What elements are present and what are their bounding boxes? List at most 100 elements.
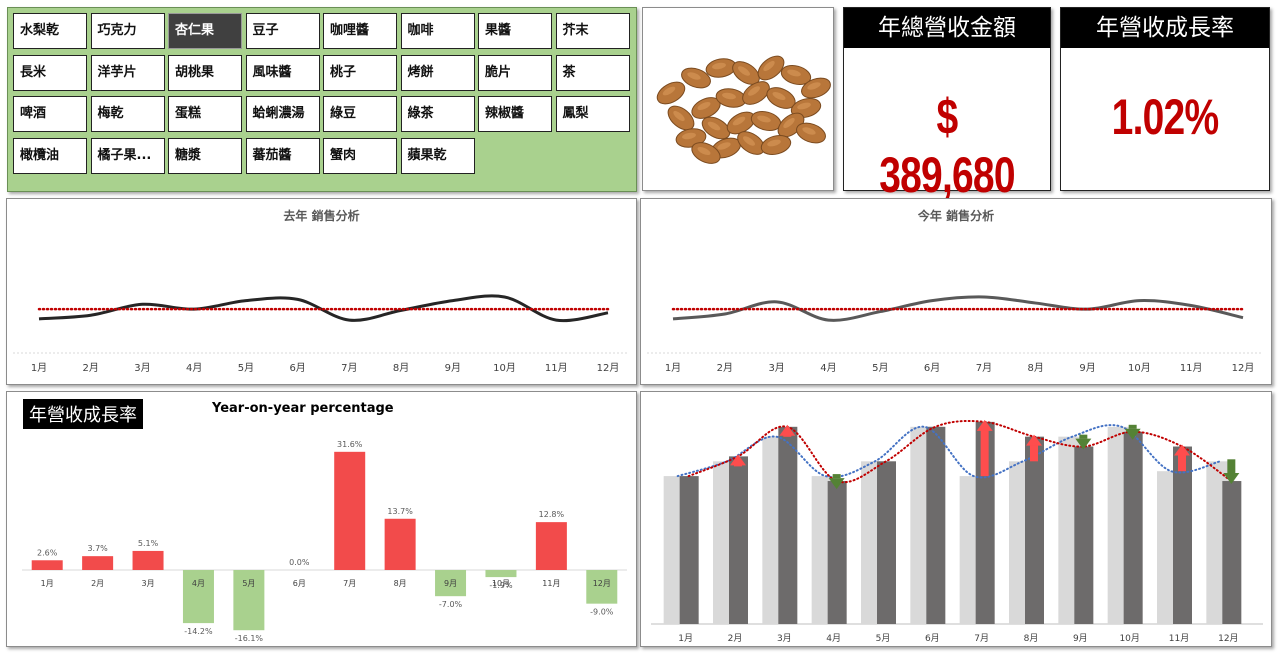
x-tick-label: 3月 <box>141 579 154 588</box>
x-tick-label: 12月 <box>1232 362 1255 374</box>
yoy-chart-canvas: 2.6% 1月 3.7% 2月 5.1% 3月 -14.2% 4月 -16.1% 5月 0.0% 6月… <box>22 440 627 643</box>
almond-highlight <box>783 117 795 129</box>
x-tick-label: 6月 <box>925 633 940 644</box>
slicer-item[interactable]: 蕃茄醬 <box>245 137 320 174</box>
slicer-item[interactable]: 辣椒醬 <box>478 96 552 132</box>
slicer-item[interactable]: 洋芋片 <box>90 54 165 91</box>
x-tick-label: 1月 <box>678 633 693 644</box>
this-year-bar <box>679 476 699 624</box>
slicer-item[interactable]: 蛋糕 <box>168 96 242 132</box>
yoy-bar <box>586 570 618 604</box>
this-year-bar <box>975 421 995 624</box>
almond-highlight <box>687 72 701 80</box>
x-tick-label: 8月 <box>394 579 407 588</box>
x-tick-label: 4月 <box>192 579 205 588</box>
slicer-item[interactable]: 蛤蜊濃湯 <box>245 96 320 132</box>
yoy-growth-chart: 年營收成長率 Year-on-year percentage 2.6% 1月 3.7… <box>6 391 637 647</box>
x-tick-label: 1月 <box>41 579 54 588</box>
almond-highlight <box>682 132 696 140</box>
increase-arrow-head-icon <box>779 424 796 436</box>
kpi-total-revenue-value: $ 389,680 <box>879 89 1015 203</box>
yoy-data-label: 3.7% <box>87 544 108 553</box>
decrease-arrow-head-icon <box>1223 473 1240 485</box>
almond-highlight <box>732 116 746 126</box>
x-tick-label: 8月 <box>1024 633 1039 644</box>
almond-highlight <box>662 86 676 96</box>
x-tick-label: 11月 <box>542 579 560 588</box>
slicer-item[interactable]: 桃子 <box>323 54 397 91</box>
slicer-item[interactable]: 長米 <box>13 54 87 91</box>
slicer-item[interactable]: 梅乾 <box>90 96 165 132</box>
x-tick-label: 10月 <box>1119 633 1139 644</box>
slicer-item[interactable]: 烤餅 <box>400 54 475 91</box>
x-tick-label: 8月 <box>393 362 409 374</box>
yoy-bar <box>435 570 467 597</box>
slicer-item[interactable]: 果醬 <box>478 13 552 49</box>
slicer-item[interactable]: 胡桃果 <box>168 54 242 91</box>
x-tick-label: 8月 <box>1028 362 1044 374</box>
slicer-item[interactable]: 杏仁果 <box>168 13 242 49</box>
slicer-item[interactable]: 風味醬 <box>245 54 320 91</box>
slicer-item[interactable]: 巧克力 <box>90 13 165 49</box>
slicer-item[interactable]: 綠茶 <box>400 96 475 132</box>
x-tick-label: 12月 <box>597 362 620 374</box>
slicer-item[interactable]: 橄欖油 <box>13 137 87 174</box>
x-tick-label: 7月 <box>974 633 989 644</box>
decrease-arrow-icon <box>1079 434 1088 439</box>
year-comparison-chart: 1月 2月 3月 4月 5月 6月 7月 8月 9月 10月 11月 12月 <box>640 391 1272 647</box>
almond-highlight <box>802 127 816 135</box>
increase-arrow-head-icon <box>976 419 993 431</box>
slicer-item[interactable]: 蟹肉 <box>323 137 397 174</box>
x-tick-label: 5月 <box>242 579 255 588</box>
increase-arrow-icon <box>1178 454 1186 472</box>
kpi-total-revenue-card: 年總營收金額 $ 389,680 <box>843 7 1051 203</box>
almond-highlight <box>797 102 811 110</box>
slicer-item[interactable]: 啤酒 <box>13 96 87 132</box>
yoy-bar <box>82 556 114 570</box>
slicer-item[interactable]: 咖哩醬 <box>323 13 397 49</box>
x-tick-label: 5月 <box>876 633 891 644</box>
slicer-item[interactable]: 茶 <box>555 54 630 91</box>
almond-highlight <box>763 60 775 72</box>
almond-highlight <box>787 69 801 77</box>
slicer-item[interactable]: 芥末 <box>555 13 630 49</box>
slicer-item[interactable]: 水梨乾 <box>13 13 87 49</box>
yoy-bar <box>384 518 416 570</box>
slicer-item[interactable]: 鳳梨 <box>555 96 630 132</box>
yoy-badge: 年營收成長率 <box>23 399 143 429</box>
x-tick-label: 2月 <box>717 362 733 374</box>
last-year-sales-chart: 去年 銷售分析 1月 2月 3月 4月 5月 6月 7月 8月 9月 10月 11月 12月 <box>6 198 637 385</box>
yoy-data-label: -9.0% <box>590 608 614 617</box>
product-slicer: 水梨乾 巧克力 杏仁果 豆子 咖哩醬 咖啡 果醬 芥末長米 洋芋片 胡桃果 風味醬 桃子 烤餅 脆片茶啤酒… <box>7 7 637 192</box>
almond-highlight <box>738 66 750 76</box>
slicer-item[interactable]: 蘋果乾 <box>400 137 475 174</box>
yoy-data-label: -7.0% <box>439 600 463 609</box>
x-tick-label: 9月 <box>1079 362 1095 374</box>
slicer-item[interactable]: 綠豆 <box>323 96 397 132</box>
yoy-bar <box>535 522 567 570</box>
slicer-item[interactable]: 糖漿 <box>168 137 242 174</box>
this-year-bar <box>1173 446 1192 624</box>
last-year-chart-canvas: 1月 2月 3月 4月 5月 6月 7月 8月 9月 10月 11月 12月 <box>13 294 628 374</box>
slicer-item[interactable]: 咖啡 <box>400 13 475 49</box>
x-tick-label: 12月 <box>1218 633 1238 644</box>
increase-arrow-icon <box>1030 444 1038 462</box>
x-tick-label: 3月 <box>134 362 150 374</box>
increase-arrow-icon <box>980 429 989 477</box>
this-year-bar <box>1222 481 1242 624</box>
this-year-bar <box>1074 446 1094 624</box>
decrease-arrow-icon <box>832 474 841 479</box>
x-tick-label: 2月 <box>728 633 743 644</box>
slicer-item[interactable]: 橘子果... <box>90 137 165 174</box>
slicer-item[interactable]: 脆片 <box>478 54 552 91</box>
sales-series-line <box>672 295 1244 322</box>
almond-highlight <box>807 82 821 90</box>
x-tick-label: 5月 <box>238 362 254 374</box>
x-tick-label: 9月 <box>1073 633 1088 644</box>
x-tick-label: 7月 <box>976 362 992 374</box>
this-year-trend-line <box>687 419 1233 484</box>
comparison-chart-canvas: 1月 2月 3月 4月 5月 6月 7月 8月 9月 10月 11月 12月 <box>651 419 1263 644</box>
this-year-chart-canvas: 1月 2月 3月 4月 5月 6月 7月 8月 9月 10月 11月 12月 <box>647 295 1263 374</box>
x-tick-label: 2月 <box>91 579 104 588</box>
slicer-item[interactable]: 豆子 <box>245 13 320 49</box>
